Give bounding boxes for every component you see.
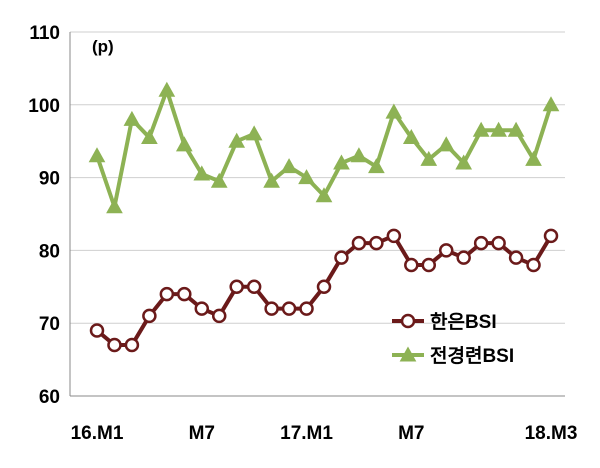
data-point: [351, 235, 367, 251]
data-point: [228, 132, 246, 148]
data-point: [211, 308, 227, 324]
data-point: [106, 198, 123, 214]
legend-marker: [400, 313, 416, 329]
data-point: [404, 257, 419, 273]
x-tick-label: 16.M1: [71, 423, 124, 444]
x-tick-label: M7: [398, 423, 424, 444]
legend-item: 한은BSI: [392, 311, 497, 333]
data-point: [229, 279, 244, 295]
y-tick-label: 70: [39, 314, 60, 335]
x-tick-label: 17.M1: [280, 423, 333, 444]
x-tick-label: 18.M3: [525, 423, 578, 444]
y-tick-label: 110: [29, 23, 60, 44]
data-point: [490, 121, 507, 137]
data-point: [385, 103, 403, 119]
data-point: [368, 158, 385, 174]
data-point: [177, 286, 192, 302]
data-point: [280, 158, 298, 174]
legend-label: 전경련BSI: [430, 345, 514, 367]
data-point: [142, 308, 157, 324]
data-point: [124, 337, 140, 353]
data-point: [159, 286, 175, 302]
data-point: [333, 154, 350, 170]
data-point: [438, 243, 454, 258]
legend-marker: [399, 346, 417, 362]
data-point: [158, 81, 176, 97]
series-2: [88, 81, 560, 214]
legend: 한은BSI 전경련BSI: [392, 311, 514, 367]
data-point: [123, 110, 141, 126]
data-point: [316, 279, 332, 295]
data-point: [264, 301, 279, 316]
x-tick-label: M7: [189, 423, 215, 444]
data-point: [89, 323, 105, 338]
data-point: [281, 301, 297, 316]
series-group: [88, 81, 560, 353]
data-point: [299, 301, 314, 316]
data-point: [508, 250, 524, 265]
data-point: [315, 187, 333, 203]
data-point: [193, 165, 211, 181]
data-point: [88, 147, 106, 163]
y-tick-label: 90: [39, 169, 60, 190]
data-point: [107, 337, 122, 353]
data-point: [542, 96, 560, 112]
axes: 60 70 80 90 100 110 16.M1 M7 17.M1 M7 18.M3: [28, 23, 577, 444]
data-point: [507, 121, 525, 137]
data-point: [526, 257, 541, 273]
data-point: [420, 150, 438, 166]
data-point: [350, 147, 368, 163]
data-point: [525, 150, 542, 166]
data-point: [456, 250, 471, 265]
y-tick-label: 60: [39, 387, 60, 408]
grid: [70, 31, 565, 324]
data-point: [298, 169, 315, 185]
data-point: [472, 121, 490, 137]
data-point: [245, 125, 263, 141]
data-point: [473, 235, 489, 251]
y-unit-label: (p): [92, 37, 114, 56]
legend-item: 전경련BSI: [392, 345, 514, 367]
data-point: [246, 279, 262, 295]
legend-label: 한은BSI: [430, 311, 497, 333]
series-1: [89, 228, 559, 353]
data-point: [386, 228, 402, 244]
data-point: [437, 136, 455, 152]
data-point: [543, 228, 559, 244]
y-tick-label: 80: [39, 241, 60, 262]
data-point: [175, 136, 193, 152]
data-point: [263, 172, 280, 188]
data-point: [194, 301, 210, 316]
data-point: [421, 257, 437, 273]
y-tick-label: 100: [28, 96, 60, 117]
data-point: [369, 235, 384, 251]
data-point: [402, 129, 420, 145]
data-point: [334, 250, 349, 265]
data-point: [210, 172, 228, 188]
data-point: [455, 154, 473, 170]
data-point: [141, 129, 158, 145]
data-point: [491, 235, 506, 251]
